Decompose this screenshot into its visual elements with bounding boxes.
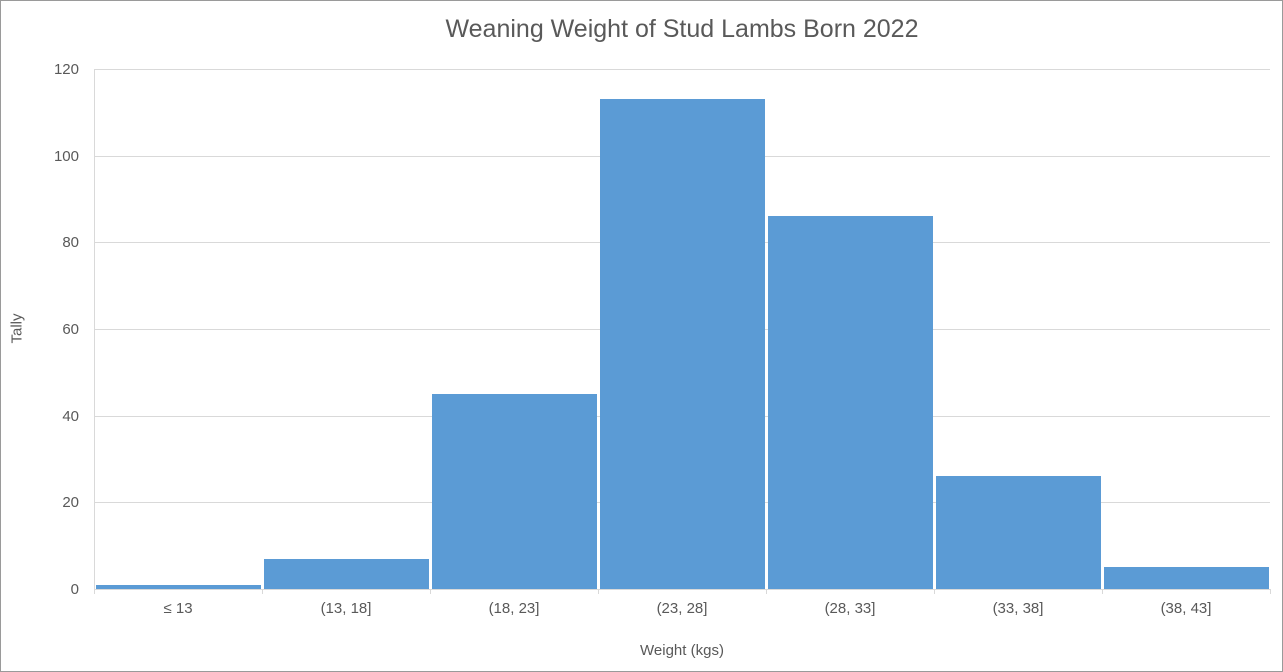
y-tick-label: 20 [62, 494, 79, 511]
x-tick-label: (18, 23] [488, 600, 540, 617]
chart-title: Weaning Weight of Stud Lambs Born 2022 [445, 15, 919, 43]
y-tick-label: 80 [62, 234, 79, 251]
histogram-bar [1104, 567, 1269, 589]
x-tick-label: (33, 38] [992, 600, 1044, 617]
histogram-bar [768, 216, 933, 589]
x-tick-mark [1102, 589, 1103, 594]
x-axis-title: Weight (kgs) [640, 642, 724, 659]
gridline-y-120 [94, 69, 1270, 70]
x-tick-mark [766, 589, 767, 594]
x-tick-label: (38, 43] [1160, 600, 1212, 617]
y-axis-line [94, 69, 95, 589]
x-tick-mark [94, 589, 95, 594]
y-tick-label: 100 [53, 148, 79, 165]
x-tick-label: (13, 18] [320, 600, 372, 617]
x-tick-mark [430, 589, 431, 594]
x-axis-line [94, 589, 1270, 590]
y-tick-label: 120 [53, 61, 79, 78]
histogram-bar [432, 394, 597, 589]
y-tick-label: 40 [62, 408, 79, 425]
x-tick-label: ≤ 13 [163, 600, 193, 617]
histogram-bar [264, 559, 429, 589]
x-tick-mark [934, 589, 935, 594]
x-tick-label: (23, 28] [656, 600, 708, 617]
x-tick-label: (28, 33] [824, 600, 876, 617]
x-tick-mark [598, 589, 599, 594]
y-tick-label: 0 [70, 581, 79, 598]
x-tick-mark [262, 589, 263, 594]
histogram-bar [936, 476, 1101, 589]
histogram-bar [600, 99, 765, 589]
histogram-bar [96, 585, 261, 589]
y-tick-label: 60 [62, 321, 79, 338]
x-tick-mark [1270, 589, 1271, 594]
